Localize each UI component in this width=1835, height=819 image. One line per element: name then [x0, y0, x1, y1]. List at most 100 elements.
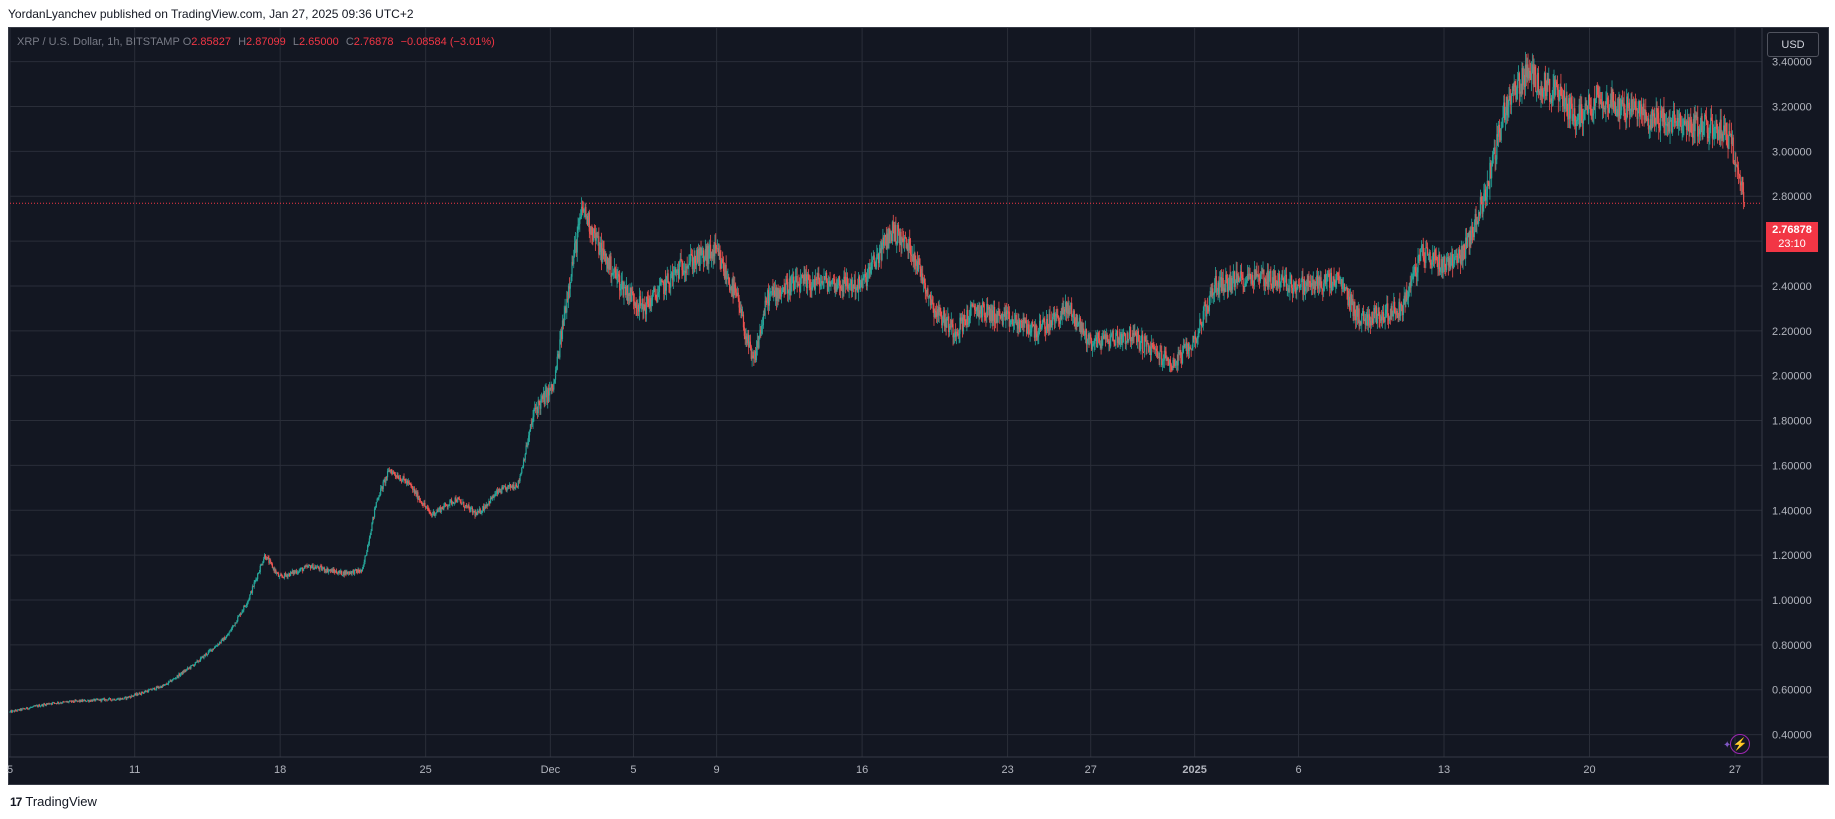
candle-body [690, 253, 693, 256]
candle-body [940, 312, 942, 317]
candle-body [370, 530, 372, 536]
footer-brand[interactable]: 17 TradingView [10, 794, 97, 809]
chart-panel[interactable] [8, 27, 1829, 785]
candle-body [716, 248, 718, 250]
candle-body [1291, 275, 1293, 288]
candle-body [168, 681, 170, 683]
candle-body [371, 522, 373, 531]
sparkle-icon[interactable]: ✦ [1723, 740, 1732, 751]
candle-body [154, 689, 157, 691]
candle-body [884, 235, 886, 246]
candle-body [11, 710, 14, 713]
candle-body [948, 316, 950, 332]
candle-body [211, 649, 213, 652]
candle-body [1562, 95, 1564, 107]
candle-body [761, 325, 764, 327]
candle-body [752, 355, 754, 358]
candle-body [810, 287, 812, 290]
candle-body [1224, 288, 1226, 292]
y-tick-label: 3.40000 [1772, 57, 1812, 69]
candle-body [1410, 281, 1412, 288]
candle-body [1663, 108, 1665, 122]
candle-body [352, 570, 354, 572]
candle-body [1141, 334, 1143, 336]
candle-body [403, 476, 405, 480]
candle-body [658, 292, 660, 294]
candle-body [1007, 311, 1010, 313]
candle-body [851, 284, 854, 292]
candle-body [1616, 109, 1618, 115]
candle-body [289, 571, 292, 577]
candle-body [1258, 274, 1260, 278]
candle-body [1714, 127, 1716, 128]
candle-body [1492, 151, 1494, 155]
candle-body [1488, 182, 1490, 189]
candle-body [402, 476, 404, 480]
candle-body [1564, 101, 1566, 109]
candle-body [174, 678, 176, 680]
candle-body [1396, 310, 1398, 316]
brand-name: TradingView [25, 794, 97, 809]
candle-body [1331, 287, 1333, 291]
candle-body [188, 667, 190, 669]
candle-body [977, 305, 979, 317]
candle-body [389, 470, 391, 472]
candle-body [1380, 316, 1382, 321]
candle-body [503, 486, 506, 488]
candle-body [1503, 102, 1505, 117]
candle-body [115, 699, 118, 701]
candle-body [1336, 273, 1338, 283]
candle-body [317, 566, 319, 569]
candle-body [41, 704, 43, 706]
currency-button[interactable]: USD [1767, 32, 1819, 57]
candle-body [1104, 334, 1107, 340]
candle-body [1542, 89, 1544, 97]
candle-body [341, 575, 344, 576]
candle-body [156, 686, 158, 688]
candle-body [544, 391, 546, 405]
candle-body [292, 570, 294, 574]
candle-body [284, 573, 286, 576]
candle-body [1742, 177, 1744, 193]
candle-body [1497, 124, 1500, 137]
candle-body [934, 310, 936, 317]
candle-body [646, 296, 648, 299]
candle-body [935, 312, 938, 317]
candle-body [122, 698, 125, 700]
candle-body [135, 693, 138, 695]
candle-body [1067, 302, 1069, 315]
candle-body [1010, 320, 1012, 322]
candle-body [909, 245, 912, 255]
candle-body [39, 706, 41, 707]
candle-body [106, 699, 108, 701]
candle-body [1168, 359, 1171, 366]
candle-body [1566, 95, 1568, 116]
candle-body [381, 486, 383, 489]
candle-body [1569, 97, 1572, 119]
candle-body [11, 710, 13, 713]
lightning-icon[interactable]: ⚡ [1730, 734, 1750, 754]
candle-body [474, 511, 476, 516]
candle-body [1142, 334, 1144, 352]
candle-body [976, 305, 978, 308]
candle-body [1709, 124, 1711, 137]
candle-body [1711, 120, 1714, 139]
candle-body [1539, 91, 1541, 96]
candle-body [1000, 316, 1002, 319]
candle-body [868, 267, 870, 269]
candle-body [829, 280, 831, 287]
candle-body [314, 566, 316, 568]
candle-body [839, 285, 842, 289]
candle-body [656, 297, 658, 303]
candle-body [1137, 331, 1139, 336]
x-tick-label: 16 [856, 764, 868, 776]
candle-body [438, 507, 441, 510]
candle-body [1376, 315, 1378, 324]
candle-body [1183, 346, 1185, 347]
candle-body [1293, 282, 1295, 290]
candle-body [1388, 315, 1390, 321]
candle-body [1685, 121, 1688, 130]
candle-body [212, 648, 214, 652]
candle-body [151, 689, 153, 691]
